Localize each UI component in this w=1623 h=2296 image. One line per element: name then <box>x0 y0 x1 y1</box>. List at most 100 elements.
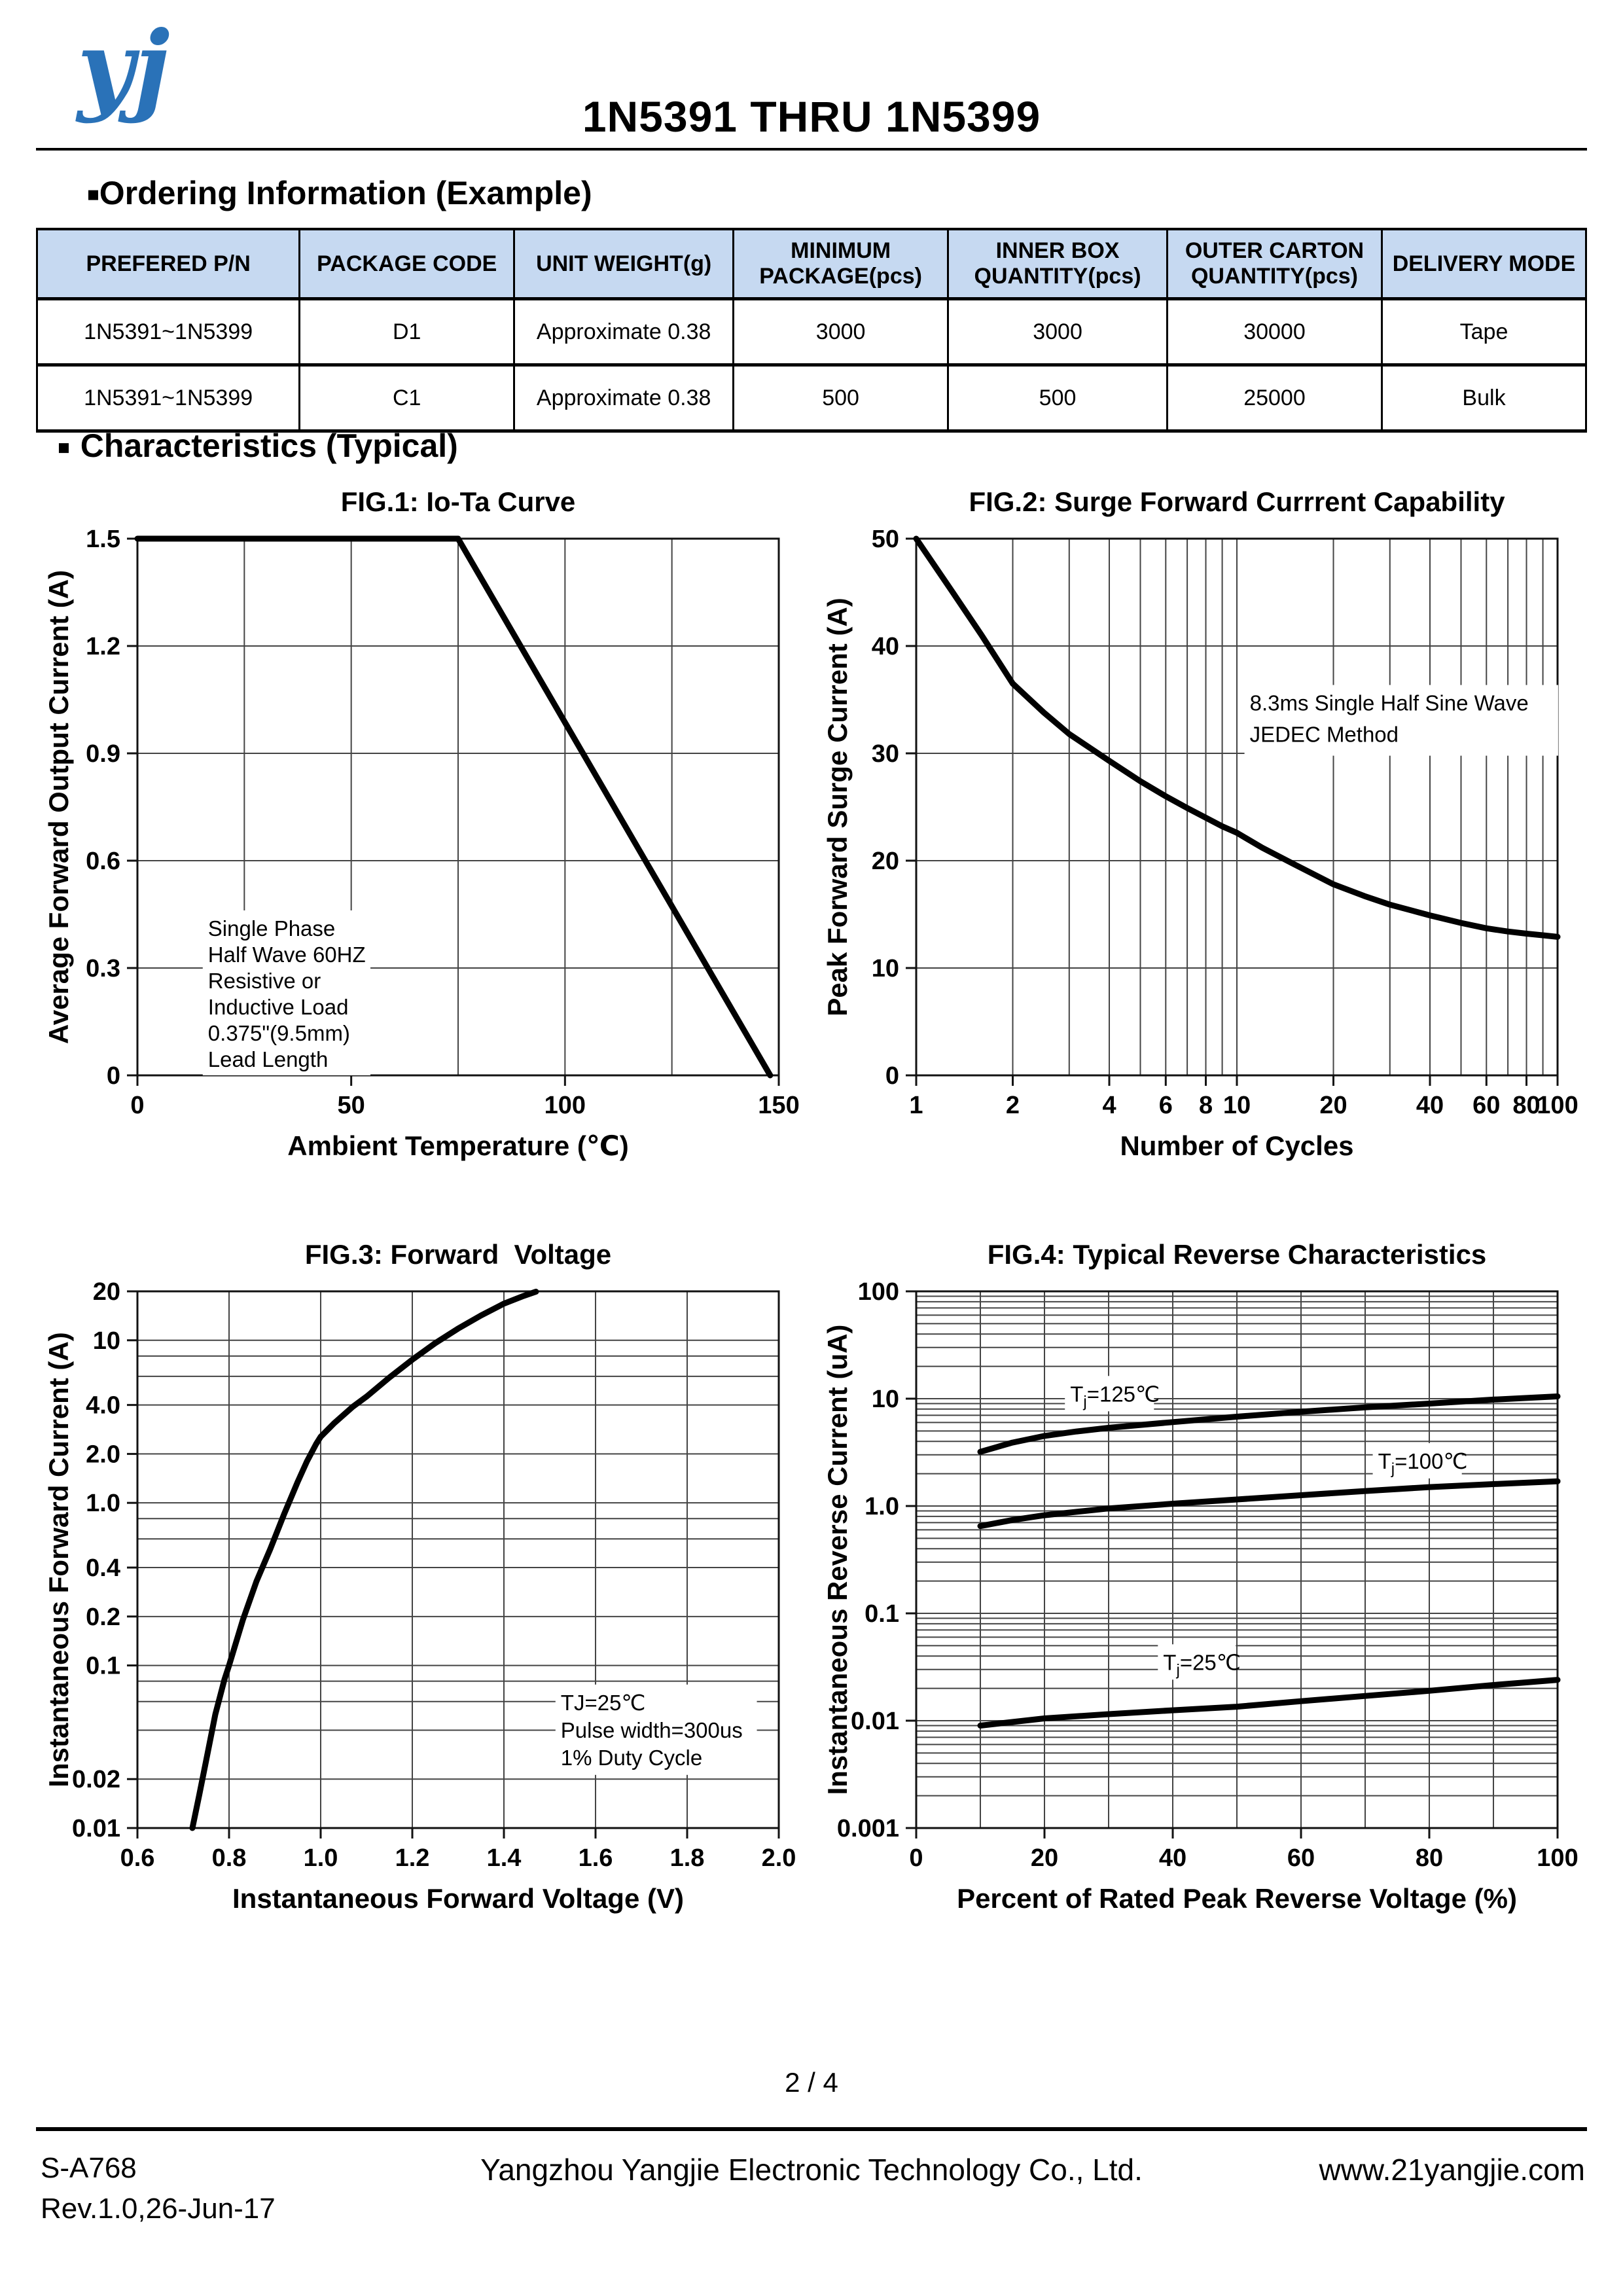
chart-annotation: Pulse width=300us <box>561 1718 743 1742</box>
x-tick-label: 20 <box>1031 1844 1058 1872</box>
chart-annotation: Resistive or <box>208 969 321 993</box>
table-cell: Approximate 0.38 <box>513 298 735 367</box>
chart-annotation: TJ=25℃ <box>561 1691 646 1715</box>
x-axis-title: Number of Cycles <box>1120 1130 1353 1161</box>
fig1-chart-svg: 0 50 100 150 0 0.3 0.6 0.9 1.2 1.5 Ambient Tempera… <box>43 526 800 1161</box>
x-tick-label: 1 <box>909 1092 923 1119</box>
table-cell: 25000 <box>1166 364 1383 433</box>
fig3-chart-svg: 0.6 0.8 1.0 1.2 1.4 1.6 1.8 2.0 20 10 4.0 2.0 1.0 0.4… <box>43 1278 796 1914</box>
y-tick-label: 10 <box>872 955 899 982</box>
plot-border <box>915 1290 1559 1829</box>
x-tick-label: 0.6 <box>120 1844 155 1872</box>
chart-annotation: Half Wave 60HZ <box>208 942 366 967</box>
table-cell: 1N5391~1N5399 <box>35 298 301 367</box>
table-header-cell: INNER BOX QUANTITY(pcs) <box>947 228 1168 300</box>
table-header-cell: MINIMUM PACKAGE(pcs) <box>732 228 950 300</box>
x-axis-title: Ambient Temperature (℃) <box>287 1130 628 1161</box>
x-tick-label: 8 <box>1199 1092 1213 1119</box>
x-tick-label: 0.8 <box>212 1844 247 1872</box>
ordering-section-heading: ■Ordering Information (Example) <box>87 174 592 212</box>
footer-doc-info: S-A768 Rev.1.0,26-Jun-17 <box>41 2148 276 2229</box>
table-row: 1N5391~1N5399 C1 Approximate 0.38 500 500 250… <box>35 364 1588 433</box>
table-header-cell: OUTER CARTON QUANTITY(pcs) <box>1166 228 1383 300</box>
y-tick-label: 0.2 <box>86 1604 120 1631</box>
x-tick-label: 1.6 <box>579 1844 613 1872</box>
series-curve <box>977 1393 1561 1455</box>
y-tick-label: 0.01 <box>72 1815 120 1842</box>
y-tick-label: 0.3 <box>86 955 120 982</box>
x-tick-label: 0 <box>130 1092 144 1119</box>
x-tick-label: 2.0 <box>762 1844 796 1872</box>
chart-annotation: Tj=25℃ <box>1163 1650 1241 1679</box>
y-tick-label: 0.01 <box>851 1708 899 1735</box>
y-tick-label: 0.1 <box>86 1653 120 1680</box>
y-tick-label: 4.0 <box>86 1392 120 1420</box>
annotation-bg <box>1065 1376 1154 1412</box>
table-cell: Tape <box>1380 298 1588 367</box>
x-tick-label: 80 <box>1416 1844 1443 1872</box>
chart-annotation: 8.3ms Single Half Sine Wave <box>1250 691 1529 715</box>
x-axis-title: Instantaneous Forward Voltage (V) <box>232 1883 684 1914</box>
x-tick-label: 100 <box>544 1092 586 1119</box>
series-curve <box>977 1677 1561 1729</box>
y-tick-label: 50 <box>872 526 899 553</box>
yangjie-logo: yj <box>77 10 170 125</box>
y-tick-label: 10 <box>93 1327 120 1355</box>
y-tick-label: 1.2 <box>86 633 120 660</box>
y-tick-label: 100 <box>858 1278 899 1306</box>
chart-annotation: JEDEC Method <box>1250 723 1399 747</box>
x-tick-label: 40 <box>1416 1092 1444 1119</box>
y-tick-label: 20 <box>93 1278 120 1306</box>
ordering-heading-text: Ordering Information (Example) <box>99 175 592 211</box>
footer-divider <box>36 2127 1587 2131</box>
table-header-cell: DELIVERY MODE <box>1380 228 1588 300</box>
table-cell: C1 <box>298 364 516 433</box>
y-axis-title: Instantaneous Reverse Current (uA) <box>822 1325 853 1795</box>
x-tick-label: 1.2 <box>395 1844 430 1872</box>
x-tick-label: 20 <box>1319 1092 1347 1119</box>
y-tick-label: 30 <box>872 740 899 768</box>
y-tick-label: 0.1 <box>865 1600 899 1628</box>
chart-annotation: Tj=100℃ <box>1378 1449 1468 1478</box>
table-header-cell: PACKAGE CODE <box>298 228 516 300</box>
y-axis-title: Instantaneous Forward Current (A) <box>43 1332 74 1787</box>
fig2-title: FIG.2: Surge Forward Currrent Capability <box>969 486 1505 517</box>
x-tick-label: 2 <box>1006 1092 1020 1119</box>
y-tick-label: 20 <box>872 848 899 875</box>
series-curve <box>134 535 774 1079</box>
y-axis-title: Average Forward Output Current (A) <box>43 570 74 1044</box>
x-tick-label: 4 <box>1102 1092 1116 1119</box>
revision: Rev.1.0,26-Jun-17 <box>41 2193 276 2225</box>
x-tick-label: 150 <box>758 1092 799 1119</box>
website-link[interactable]: www.21yangjie.com <box>1319 2153 1585 2187</box>
chart-annotation: Tj=125℃ <box>1070 1382 1160 1410</box>
table-cell: D1 <box>298 298 516 367</box>
table-cell: Approximate 0.38 <box>513 364 735 433</box>
table-cell: 1N5391~1N5399 <box>35 364 301 433</box>
annotation-bg <box>555 1684 757 1775</box>
table-header-cell: UNIT WEIGHT(g) <box>513 228 735 300</box>
page-number: 2 / 4 <box>785 2067 838 2098</box>
series-curve <box>977 1478 1561 1530</box>
y-tick-label: 10 <box>872 1386 899 1413</box>
table-header-row: PREFERED P/N PACKAGE CODE UNIT WEIGHT(g) MI… <box>35 228 1588 300</box>
x-tick-label: 50 <box>338 1092 365 1119</box>
ordering-table-body: 1N5391~1N5399 D1 Approximate 0.38 3000 3000 3… <box>35 298 1588 433</box>
y-axis-title: Peak Forward Surge Current (A) <box>822 598 853 1016</box>
table-cell: 500 <box>732 364 950 433</box>
x-axis-title: Percent of Rated Peak Reverse Voltage (%… <box>957 1883 1517 1914</box>
chart-annotation: Lead Length <box>208 1047 329 1071</box>
square-bullet-icon: ■ <box>58 435 70 459</box>
y-tick-label: 0.4 <box>86 1554 120 1582</box>
table-cell: 3000 <box>732 298 950 367</box>
y-tick-label: 0.6 <box>86 848 120 875</box>
table-row: 1N5391~1N5399 D1 Approximate 0.38 3000 3000 3… <box>35 298 1588 367</box>
y-tick-label: 40 <box>872 633 899 660</box>
ordering-table-head: PREFERED P/N PACKAGE CODE UNIT WEIGHT(g) MI… <box>35 228 1588 300</box>
y-tick-label: 1.5 <box>86 526 120 553</box>
x-tick-label: 100 <box>1537 1092 1578 1119</box>
y-tick-label: 0 <box>885 1062 899 1090</box>
chart-annotation: 1% Duty Cycle <box>561 1746 702 1770</box>
